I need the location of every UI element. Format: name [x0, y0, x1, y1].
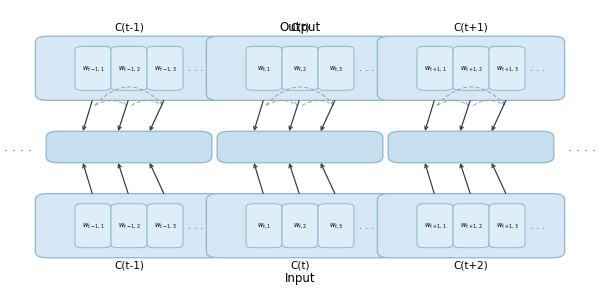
Text: . . .: . . . — [359, 63, 374, 73]
FancyBboxPatch shape — [111, 46, 147, 90]
FancyBboxPatch shape — [246, 204, 282, 248]
Text: $w_{t-1,1}$: $w_{t-1,1}$ — [82, 221, 104, 230]
Text: $w_{t-1,2}$: $w_{t-1,2}$ — [118, 221, 140, 230]
FancyBboxPatch shape — [217, 131, 383, 163]
Text: $w_{t+1,1}$: $w_{t+1,1}$ — [424, 64, 446, 73]
FancyBboxPatch shape — [489, 46, 525, 90]
Text: C(t): C(t) — [290, 22, 310, 32]
Text: . . .: . . . — [188, 221, 203, 231]
Text: . . .: . . . — [188, 63, 203, 73]
Text: C(t-1): C(t-1) — [114, 22, 144, 32]
Text: C(t): C(t) — [290, 261, 310, 271]
FancyBboxPatch shape — [147, 46, 183, 90]
Text: C(t+1): C(t+1) — [454, 22, 488, 32]
Text: $w_{t-1,1}$: $w_{t-1,1}$ — [82, 64, 104, 73]
FancyBboxPatch shape — [206, 36, 394, 100]
Text: $w_{t,2}$: $w_{t,2}$ — [293, 64, 307, 73]
Text: . . . .: . . . . — [568, 140, 596, 154]
FancyBboxPatch shape — [147, 204, 183, 248]
Text: $w_{t+1,3}$: $w_{t+1,3}$ — [496, 221, 518, 230]
Text: $w_{t,3}$: $w_{t,3}$ — [329, 64, 343, 73]
Text: C(t-1): C(t-1) — [114, 261, 144, 271]
FancyBboxPatch shape — [282, 204, 318, 248]
Text: $w_{t-1,3}$: $w_{t-1,3}$ — [154, 221, 176, 230]
Text: $w_{t,3}$: $w_{t,3}$ — [329, 221, 343, 230]
Text: . . .: . . . — [530, 63, 545, 73]
Text: $w_{t+1,1}$: $w_{t+1,1}$ — [424, 221, 446, 230]
Text: $w_{t-1,2}$: $w_{t-1,2}$ — [118, 64, 140, 73]
Text: C(t+2): C(t+2) — [454, 261, 488, 271]
Text: $w_{t+1,2}$: $w_{t+1,2}$ — [460, 64, 482, 73]
FancyBboxPatch shape — [489, 204, 525, 248]
FancyBboxPatch shape — [318, 204, 354, 248]
FancyBboxPatch shape — [35, 194, 223, 258]
FancyBboxPatch shape — [453, 204, 489, 248]
FancyBboxPatch shape — [111, 204, 147, 248]
Text: $w_{t,2}$: $w_{t,2}$ — [293, 221, 307, 230]
Text: $w_{t+1,3}$: $w_{t+1,3}$ — [496, 64, 518, 73]
FancyBboxPatch shape — [246, 46, 282, 90]
FancyBboxPatch shape — [282, 46, 318, 90]
FancyBboxPatch shape — [377, 36, 565, 100]
FancyBboxPatch shape — [75, 46, 111, 90]
FancyBboxPatch shape — [75, 204, 111, 248]
Text: $w_{t,1}$: $w_{t,1}$ — [257, 64, 271, 73]
Text: Input: Input — [284, 272, 316, 285]
FancyBboxPatch shape — [46, 131, 212, 163]
Text: $w_{t+1,2}$: $w_{t+1,2}$ — [460, 221, 482, 230]
Text: Output: Output — [280, 21, 320, 34]
FancyBboxPatch shape — [206, 194, 394, 258]
Text: . . .: . . . — [530, 221, 545, 231]
Text: $w_{t-1,3}$: $w_{t-1,3}$ — [154, 64, 176, 73]
FancyBboxPatch shape — [388, 131, 554, 163]
FancyBboxPatch shape — [318, 46, 354, 90]
Text: . . . .: . . . . — [4, 140, 32, 154]
FancyBboxPatch shape — [453, 46, 489, 90]
FancyBboxPatch shape — [417, 204, 453, 248]
FancyBboxPatch shape — [377, 194, 565, 258]
FancyBboxPatch shape — [35, 36, 223, 100]
Text: $w_{t,1}$: $w_{t,1}$ — [257, 221, 271, 230]
FancyBboxPatch shape — [417, 46, 453, 90]
Text: . . .: . . . — [359, 221, 374, 231]
